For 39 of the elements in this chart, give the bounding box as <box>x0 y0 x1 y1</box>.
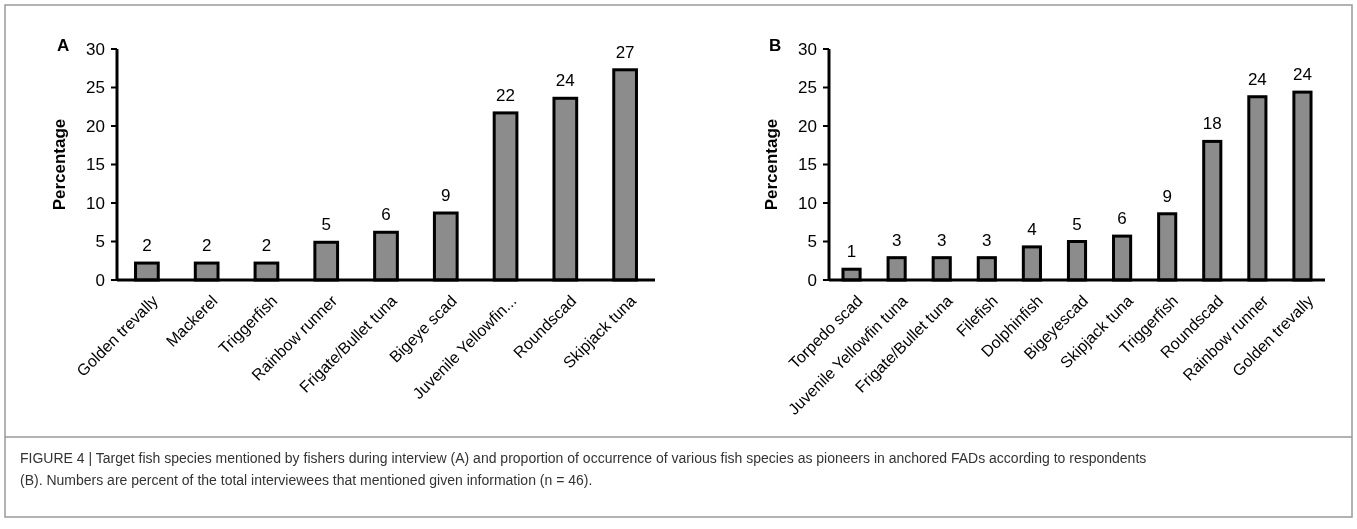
y-axis-title: Percentage <box>50 118 69 211</box>
y-tick-label: 10 <box>86 193 105 213</box>
data-label: 2 <box>261 236 272 256</box>
data-label: 9 <box>1162 186 1172 206</box>
data-label: 18 <box>1202 114 1222 134</box>
y-tick-label: 30 <box>798 39 817 59</box>
chart-title: B <box>769 36 782 55</box>
y-tick-label: 30 <box>86 39 105 59</box>
data-label: 3 <box>891 230 902 250</box>
caption: FIGURE 4 | Target fish species mentioned by fishers during interview (A) and proportion of occurrence of various fish species as pioneers in anchored FADs according to respondents (B). Numbers are percent of the total interviewees that mentioned given information (n = 46). <box>20 450 1147 488</box>
data-label: 4 <box>1027 219 1037 239</box>
data-label: 9 <box>441 186 451 206</box>
data-label: 24 <box>555 71 575 91</box>
y-tick-label: 15 <box>86 155 105 175</box>
data-label: 6 <box>381 205 391 225</box>
y-tick-label: 20 <box>86 116 105 136</box>
data-label: 27 <box>615 42 635 62</box>
chart-title: A <box>57 36 70 55</box>
y-tick-label: 20 <box>798 116 817 136</box>
data-label: 3 <box>936 230 947 250</box>
data-label: 24 <box>1292 65 1312 85</box>
y-tick-label: 25 <box>798 78 817 98</box>
data-label: 22 <box>496 85 516 105</box>
data-label: 6 <box>1117 209 1127 229</box>
data-label: 2 <box>201 236 212 256</box>
data-label: 24 <box>1247 69 1267 89</box>
y-tick-label: 5 <box>95 232 105 252</box>
data-label: 5 <box>321 215 331 235</box>
data-label: 2 <box>142 236 152 256</box>
y-tick-label: 5 <box>807 232 817 252</box>
y-tick-label: 0 <box>807 270 817 290</box>
y-tick-label: 15 <box>798 155 817 175</box>
data-label: 1 <box>846 242 857 262</box>
y-tick-label: 10 <box>798 193 817 213</box>
data-label: 5 <box>1072 214 1082 234</box>
y-tick-label: 25 <box>86 78 105 98</box>
y-tick-label: 0 <box>95 270 105 290</box>
y-axis-title: Percentage <box>762 118 781 211</box>
data-label: 3 <box>982 230 992 250</box>
